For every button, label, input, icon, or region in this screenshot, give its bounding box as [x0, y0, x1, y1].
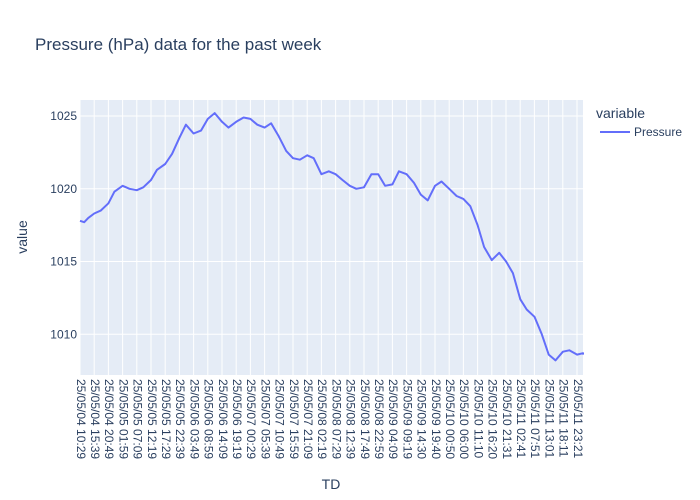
- y-tick-label: 1020: [50, 182, 77, 196]
- x-tick-label: 25/05/05 22:39: [173, 379, 187, 459]
- x-tick-label: 25/05/10 16:20: [486, 379, 500, 459]
- x-tick-label: 25/05/11 13:01: [542, 379, 556, 459]
- x-tick-label: 25/05/08 22:59: [372, 379, 386, 459]
- x-tick-label: 25/05/06 14:09: [216, 379, 230, 459]
- x-tick-label: 25/05/07 00:29: [244, 379, 258, 459]
- x-tick-label: 25/05/07 10:49: [273, 379, 287, 459]
- y-axis-title: value: [14, 220, 30, 254]
- x-tick-label: 25/05/04 10:29: [74, 379, 88, 459]
- legend-title: variable: [596, 105, 645, 121]
- x-tick-label: 25/05/09 14:30: [415, 379, 429, 459]
- x-tick-label: 25/05/11 18:11: [557, 379, 571, 458]
- x-tick-label: 25/05/08 07:29: [329, 379, 343, 459]
- x-tick-label: 25/05/05 17:29: [159, 379, 173, 459]
- x-tick-label: 25/05/10 00:50: [443, 379, 457, 459]
- x-tick-label: 25/05/09 09:19: [400, 379, 414, 459]
- x-tick-label: 25/05/07 21:09: [301, 379, 315, 459]
- x-tick-label: 25/05/08 02:19: [315, 379, 329, 459]
- x-tick-label: 25/05/05 07:09: [131, 379, 145, 459]
- chart-title: Pressure (hPa) data for the past week: [35, 35, 322, 54]
- y-tick-label: 1010: [50, 327, 77, 341]
- x-tick-label: 25/05/07 05:39: [258, 379, 272, 459]
- x-tick-label: 25/05/06 19:19: [230, 379, 244, 459]
- x-tick-label: 25/05/05 01:59: [116, 379, 130, 459]
- x-tick-label: 25/05/04 15:39: [88, 379, 102, 459]
- x-tick-label: 25/05/09 19:40: [429, 379, 443, 459]
- x-tick-label: 25/05/06 08:59: [202, 379, 216, 459]
- x-tick-label: 25/05/08 17:49: [358, 379, 372, 459]
- x-tick-label: 25/05/10 06:00: [457, 379, 471, 459]
- x-tick-label: 25/05/10 11:10: [471, 379, 485, 459]
- pressure-series-line: [79, 112, 584, 362]
- y-tick-label: 1025: [50, 109, 77, 123]
- y-gridlines: [80, 115, 583, 335]
- x-tick-label: 25/05/08 12:39: [344, 379, 358, 459]
- y-axis-ticks: 1010 1015 1020 1025: [50, 109, 77, 341]
- plot-area: [80, 100, 583, 375]
- legend[interactable]: variable Pressure: [596, 105, 682, 139]
- x-tick-label: 25/05/09 04:09: [386, 379, 400, 459]
- x-tick-label: 25/05/07 15:59: [287, 379, 301, 459]
- x-tick-label: 25/05/11 23:21: [571, 379, 585, 459]
- x-tick-label: 25/05/10 21:31: [500, 379, 514, 459]
- y-tick-label: 1015: [50, 255, 77, 269]
- legend-item-pressure[interactable]: Pressure: [634, 125, 682, 139]
- x-tick-label: 25/05/05 12:19: [145, 379, 159, 459]
- x-axis-ticks: 25/05/04 10:29 25/05/04 15:39 25/05/04 20:…: [74, 379, 585, 459]
- x-tick-label: 25/05/11 07:51: [528, 379, 542, 459]
- x-tick-label: 25/05/11 02:41: [514, 379, 528, 459]
- x-tick-label: 25/05/04 20:49: [102, 379, 116, 459]
- x-gridlines: [79, 100, 578, 375]
- x-axis-title: TD: [322, 476, 341, 492]
- x-tick-label: 25/05/06 03:49: [187, 379, 201, 459]
